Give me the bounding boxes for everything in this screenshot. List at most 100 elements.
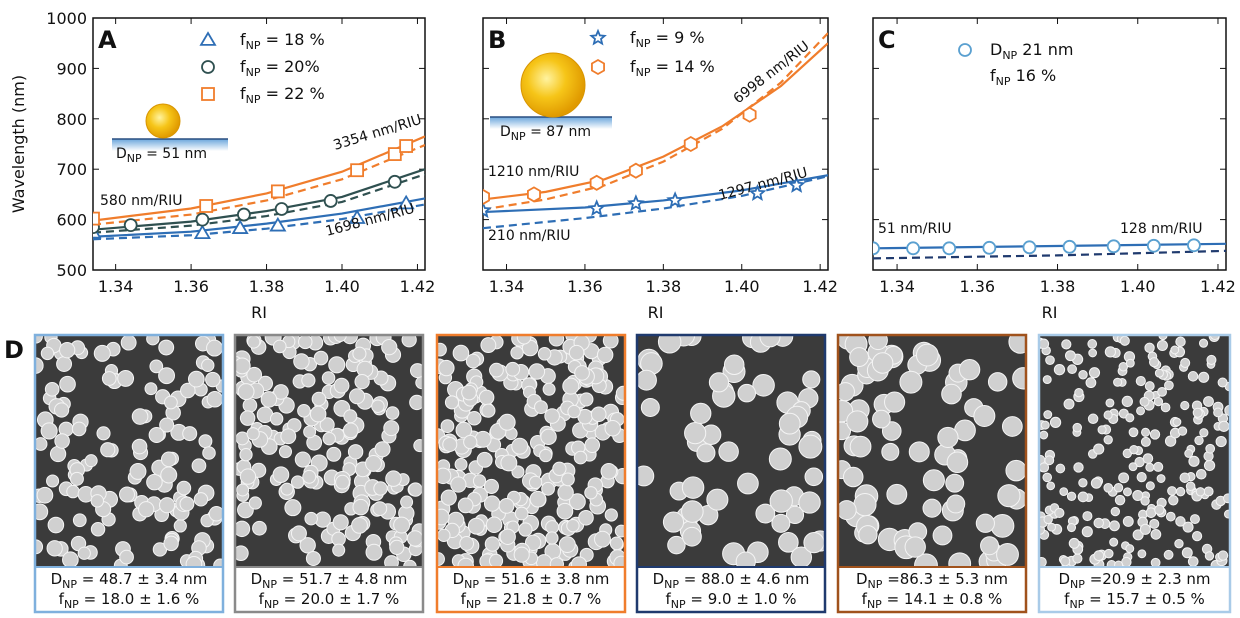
text-rest: = 87 nm	[526, 124, 591, 140]
particle	[1141, 497, 1149, 505]
particle	[85, 455, 97, 467]
rich-text: DNP 21 nm	[990, 40, 1073, 62]
particle	[942, 384, 962, 404]
marker	[668, 193, 681, 206]
particle	[409, 483, 422, 496]
particle	[60, 343, 75, 358]
particle	[500, 529, 515, 544]
particle	[350, 389, 365, 404]
particle	[1083, 512, 1092, 521]
particle	[1205, 552, 1213, 560]
particle	[1136, 376, 1145, 385]
particle	[91, 495, 103, 507]
particle	[333, 515, 348, 530]
particle	[1137, 407, 1145, 415]
particle	[1110, 521, 1120, 531]
particle	[1094, 444, 1104, 454]
particle	[206, 372, 220, 386]
figure: 1.341.361.381.401.425006007008009001000R…	[0, 0, 1240, 618]
particle	[237, 484, 249, 496]
text-rest: = 18.0 ± 1.6 %	[79, 590, 199, 608]
particle	[302, 374, 315, 387]
particle	[310, 406, 326, 422]
particle	[515, 507, 528, 520]
particle	[253, 521, 267, 535]
particle	[240, 449, 252, 461]
particle	[281, 483, 293, 495]
annotation: 51 nm/RIU	[878, 221, 952, 237]
legend-marker	[201, 33, 215, 45]
particle	[909, 442, 929, 462]
particle	[760, 327, 780, 347]
particle	[1056, 464, 1065, 473]
particle	[490, 363, 504, 377]
marker	[685, 137, 697, 151]
particle	[772, 514, 790, 532]
x-tick-label: 1.42	[802, 277, 838, 296]
legend-marker	[592, 60, 604, 74]
particle	[353, 499, 369, 515]
particle	[164, 536, 178, 550]
particle	[455, 458, 467, 470]
marker	[351, 164, 363, 176]
marker	[590, 202, 603, 215]
particle	[1154, 397, 1162, 405]
text-sub: NP	[246, 93, 261, 106]
text-rest: 16 %	[1011, 66, 1057, 85]
particle	[1078, 492, 1088, 502]
particle	[580, 393, 593, 406]
text-rest: = 22 %	[261, 84, 325, 103]
text-sub: NP	[1002, 49, 1017, 62]
particle	[261, 392, 277, 408]
particle	[514, 547, 529, 562]
particle	[60, 376, 76, 392]
legend-marker	[202, 61, 214, 73]
particle	[188, 371, 204, 387]
text-sub: NP	[636, 66, 651, 79]
particle	[1155, 369, 1163, 377]
particle	[1154, 462, 1163, 471]
particle	[1199, 339, 1207, 347]
particle	[546, 532, 558, 544]
rich-text: fNP = 20%	[240, 57, 320, 79]
particle	[78, 547, 90, 559]
particle	[697, 444, 715, 462]
particle	[1155, 505, 1164, 514]
particle	[585, 487, 597, 499]
particle	[1044, 515, 1052, 523]
particle	[595, 531, 611, 547]
particle	[159, 340, 174, 355]
text-rest: = 21.8 ± 0.7 %	[481, 590, 601, 608]
particle	[567, 519, 579, 531]
particle	[279, 446, 291, 458]
particle	[558, 485, 573, 500]
particle	[1175, 539, 1183, 547]
particle	[1075, 388, 1083, 396]
particle	[1043, 473, 1052, 482]
particle	[738, 384, 755, 401]
particle	[568, 405, 580, 417]
particle	[484, 479, 498, 493]
particle	[873, 410, 891, 428]
particle	[1048, 523, 1056, 531]
y-tick-label: 1000	[46, 9, 87, 28]
particle	[799, 492, 820, 513]
particle	[1105, 347, 1115, 357]
particle	[1088, 340, 1097, 349]
particle	[591, 407, 606, 422]
nanoparticle	[146, 104, 180, 138]
panel-label: D	[4, 336, 24, 364]
particle	[202, 359, 214, 371]
text-rest: = 51 nm	[142, 146, 207, 162]
text-sub: NP	[62, 578, 77, 591]
particle	[885, 392, 905, 412]
annotation: 6998 nm/RIU	[731, 38, 813, 107]
particle	[1192, 531, 1201, 540]
text-rest: = 20.0 ± 1.7 %	[279, 590, 399, 608]
particle	[1188, 557, 1198, 567]
particle	[691, 403, 711, 423]
particle	[683, 527, 702, 546]
particle	[1104, 436, 1112, 444]
particle	[1047, 482, 1055, 490]
panel-label: B	[488, 26, 506, 54]
